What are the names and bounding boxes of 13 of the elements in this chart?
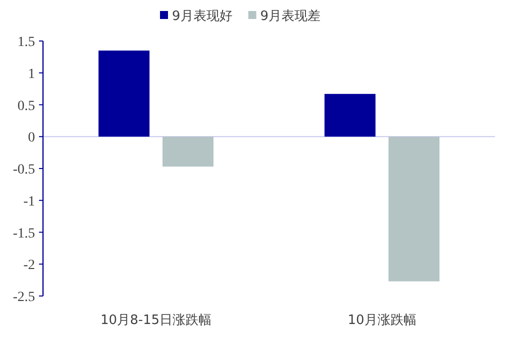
- y-tick-label: -1: [23, 194, 35, 210]
- y-tick-label: 0: [28, 130, 35, 146]
- y-tick-label: -1.5: [12, 226, 35, 242]
- legend-label: 9月表现差: [260, 9, 321, 24]
- y-tick-label: -2: [23, 258, 35, 274]
- y-tick-label: 0.5: [18, 98, 35, 114]
- legend-label: 9月表现好: [172, 9, 232, 24]
- y-tick-label: -2.5: [12, 290, 35, 305]
- y-tick-label: 1.5: [18, 35, 35, 50]
- x-tick-label: 10月涨跌幅: [348, 313, 416, 328]
- y-tick-label: -0.5: [12, 162, 35, 178]
- x-tick-label: 10月8-15日涨跌幅: [100, 313, 212, 328]
- y-tick-label: 1: [28, 66, 35, 82]
